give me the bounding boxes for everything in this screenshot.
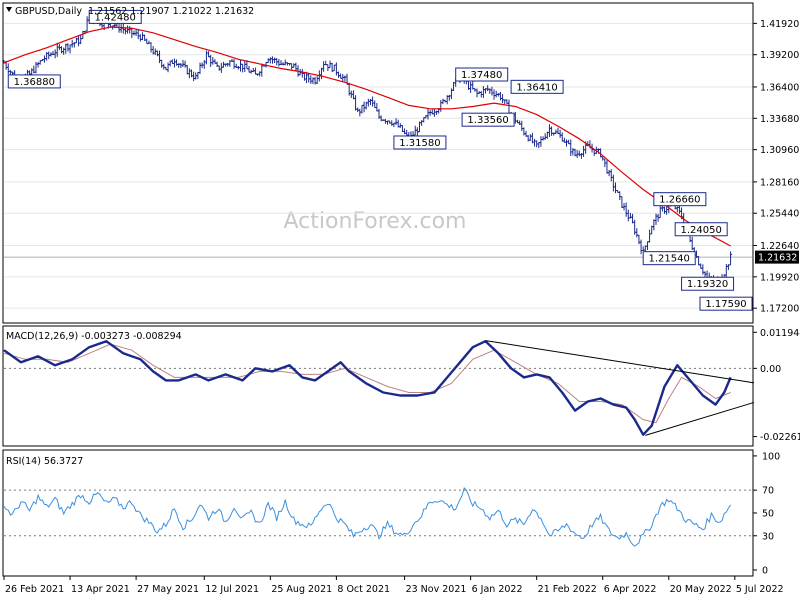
time-axis-label: 6 Jan 2022 — [472, 584, 523, 595]
header-symbol: GBPUSD,Daily — [15, 6, 82, 17]
rsi-axis-label: 0 — [762, 566, 768, 577]
price-level-label: 1.36410 — [510, 79, 564, 94]
rsi-axis-label: 100 — [762, 451, 780, 462]
price-axis-label: 1.28160 — [760, 177, 799, 188]
macd-trendline — [645, 401, 755, 436]
price-level-text: 1.33560 — [467, 115, 508, 126]
price-level-text: 1.42480 — [95, 12, 136, 23]
price-level-box — [88, 9, 142, 24]
price-level-text: 1.19320 — [687, 279, 728, 290]
price-axis-label: 1.22640 — [760, 241, 799, 252]
time-axis-label: 20 May 2022 — [670, 584, 732, 595]
price-level-box — [699, 296, 753, 311]
price-axis-label: 1.30960 — [760, 145, 799, 156]
last-price-tag — [755, 250, 799, 264]
price-labels: 1.42480 1.36880 1.37480 1.36410 1.33560 1.315… — [7, 9, 753, 311]
price-axis-label: 1.33680 — [760, 114, 799, 125]
price-axis-label: 1.36400 — [760, 82, 799, 93]
macd-panel-frame — [2, 325, 754, 447]
price-grid — [4, 22, 752, 309]
time-axis: 26 Feb 2021 13 Apr 2021 27 May 2021 12 Jul … — [3, 576, 784, 595]
price-level-box — [681, 276, 735, 291]
time-axis-label: 27 May 2021 — [137, 584, 199, 595]
macd-trendline — [485, 340, 755, 384]
macd-axis-label: 0.00 — [760, 364, 781, 375]
price-bars — [2, 16, 733, 286]
time-axis-label: 6 Apr 2022 — [604, 584, 657, 595]
last-price-text: 1.21632 — [758, 253, 797, 264]
time-axis-label: 12 Jul 2021 — [205, 584, 259, 595]
rsi-axis-label: 70 — [762, 486, 774, 497]
price-level-box — [674, 222, 728, 237]
macd-axis-label: 0.011944 — [760, 328, 800, 339]
price-level-text: 1.17590 — [705, 299, 746, 310]
macd-signal-line — [3, 343, 731, 424]
price-level-text: 1.36880 — [14, 77, 55, 88]
header-ohlc: 1.21562 1.21907 1.21022 1.21632 — [88, 6, 254, 17]
time-axis-label: 26 Feb 2021 — [5, 584, 64, 595]
price-level-label: 1.24050 — [674, 222, 728, 237]
price-level-box — [653, 192, 707, 207]
macd-layer: 0.011944 0.00 -0.022615 — [3, 328, 800, 443]
price-level-box — [7, 74, 61, 89]
time-axis-label: 21 Feb 2022 — [538, 584, 597, 595]
price-level-text: 1.37480 — [461, 70, 502, 81]
price-level-box — [455, 67, 509, 82]
time-axis-label: 23 Nov 2021 — [406, 584, 467, 595]
rsi-panel-frame — [2, 449, 754, 577]
price-level-box — [393, 135, 447, 150]
price-level-label: 1.19320 — [681, 276, 735, 291]
price-level-text: 1.24050 — [680, 225, 721, 236]
rsi-line — [3, 487, 732, 547]
price-axis-label: 1.19920 — [760, 272, 799, 283]
price-level-label: 1.33560 — [461, 112, 515, 127]
macd-title: MACD(12,26,9) -0.003273 -0.008294 — [6, 331, 182, 342]
price-axis-label: 1.25440 — [760, 209, 799, 220]
price-axis-label: 1.39200 — [760, 50, 799, 61]
price-level-label: 1.36880 — [7, 74, 61, 89]
price-axis-label: 1.17200 — [760, 304, 799, 315]
moving-average — [3, 26, 731, 247]
rsi-title: RSI(14) 56.3727 — [6, 456, 83, 467]
price-level-box — [510, 79, 564, 94]
header-triangle-icon — [6, 7, 12, 12]
macd-line — [3, 340, 732, 436]
macd-axis-label: -0.022615 — [760, 432, 800, 443]
price-level-text: 1.36410 — [516, 82, 557, 93]
rsi-layer: 100 70 50 30 0 — [3, 451, 780, 577]
price-level-label: 1.37480 — [455, 67, 509, 82]
price-level-text: 1.21540 — [649, 254, 690, 265]
price-level-box — [461, 112, 515, 127]
rsi-axis-label: 30 — [762, 531, 774, 542]
price-level-label: 1.31580 — [393, 135, 447, 150]
rsi-axis-label: 50 — [762, 508, 774, 519]
price-axis: 1.41920 1.39200 1.36400 1.33680 1.30960 1.281… — [753, 19, 799, 315]
price-level-label: 1.17590 — [699, 296, 753, 311]
price-level-text: 1.31580 — [399, 138, 440, 149]
time-axis-label: 5 Jul 2022 — [736, 584, 784, 595]
price-panel-frame — [2, 2, 754, 324]
time-axis-label: 8 Oct 2021 — [337, 584, 390, 595]
price-axis-label: 1.41920 — [760, 19, 799, 30]
price-level-text: 1.26660 — [659, 195, 700, 206]
time-axis-label: 13 Apr 2021 — [71, 584, 130, 595]
time-axis-label: 25 Aug 2021 — [271, 584, 332, 595]
price-level-label: 1.26660 — [653, 192, 707, 207]
chart-header: GBPUSD,Daily 1.21562 1.21907 1.21022 1.2… — [6, 6, 254, 17]
moving-average-line — [3, 26, 731, 247]
price-level-label: 1.42480 — [88, 9, 142, 24]
price-level-label: 1.21540 — [642, 251, 696, 266]
price-level-box — [642, 251, 696, 266]
